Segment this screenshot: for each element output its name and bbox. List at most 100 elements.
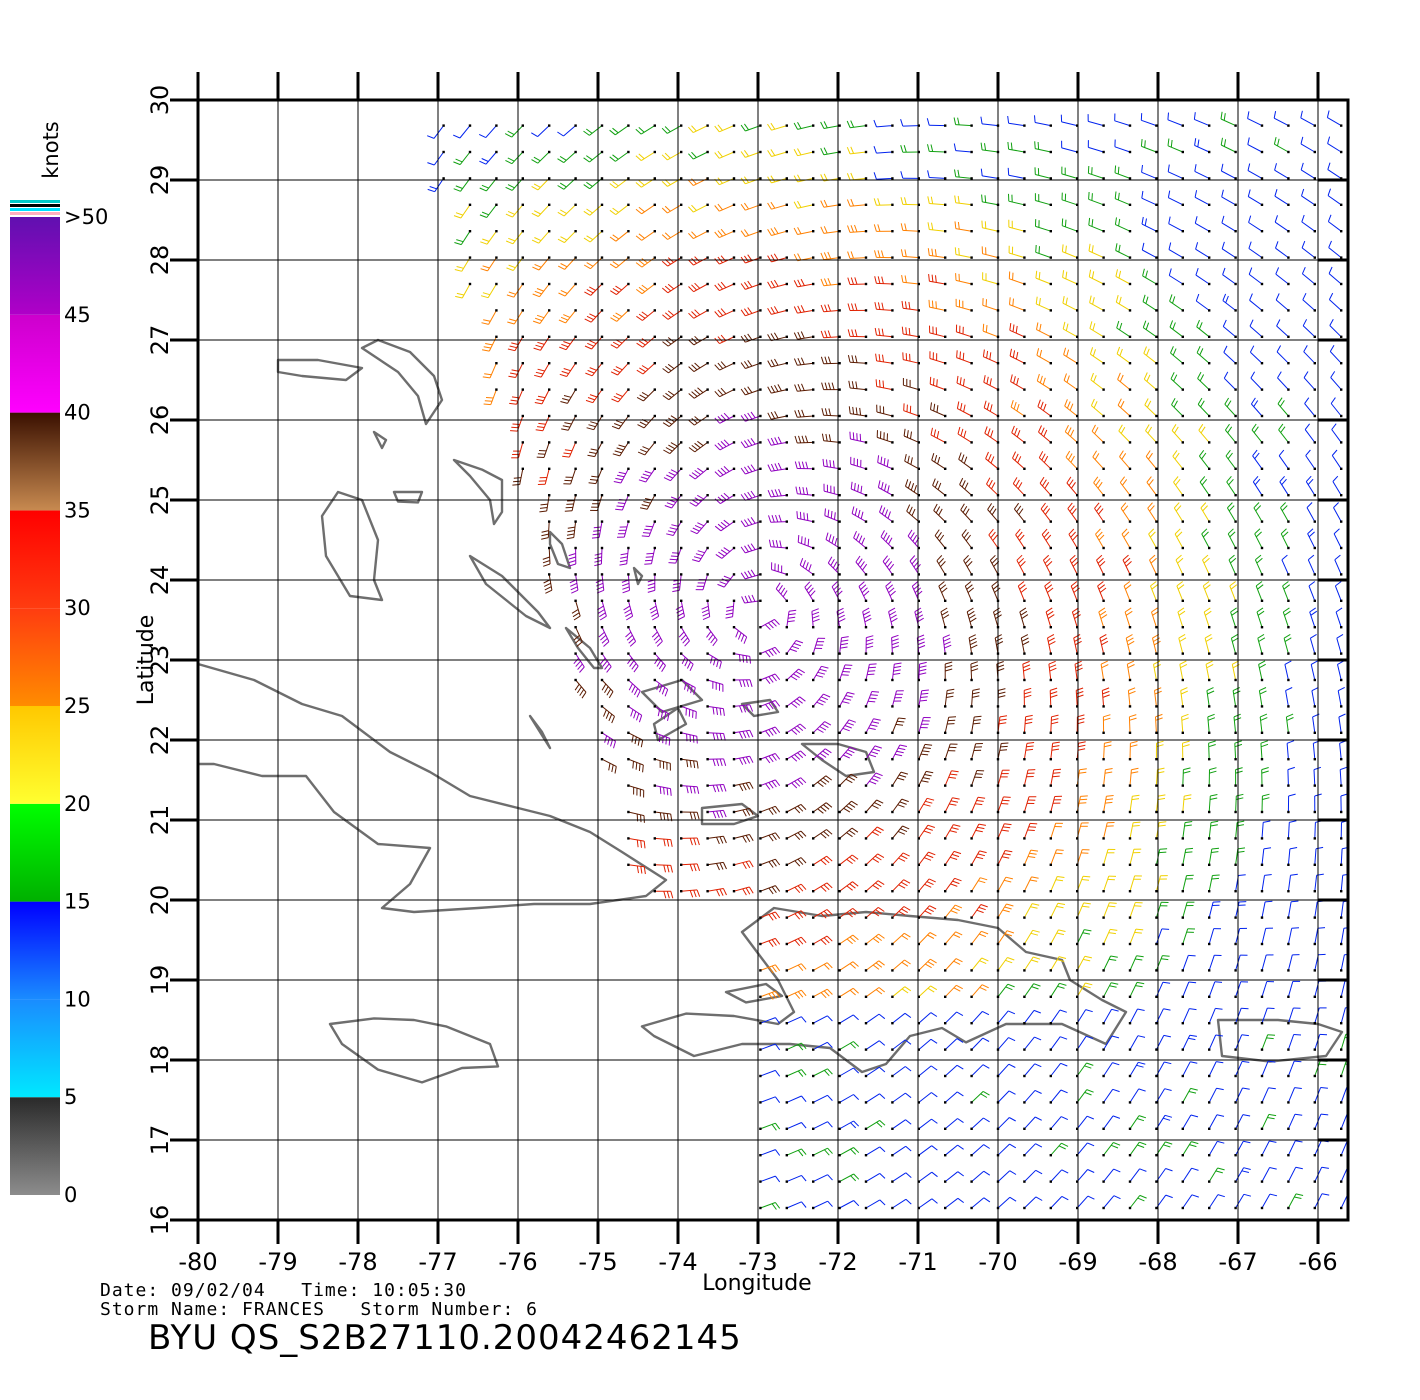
wind-barb	[1100, 660, 1109, 682]
wind-barb	[864, 906, 885, 919]
lat-tick-label: 24	[146, 565, 174, 596]
wind-barb	[714, 308, 736, 318]
wind-barb	[1340, 846, 1348, 866]
wind-barb	[917, 1065, 938, 1078]
wind-barb	[838, 773, 858, 787]
wind-barb	[785, 1095, 807, 1104]
wind-barb	[759, 937, 781, 948]
wind-barb	[1023, 849, 1039, 866]
wind-barb	[1145, 450, 1158, 470]
wind-barb	[851, 506, 868, 523]
wind-barb	[1041, 528, 1052, 550]
wind-barb	[759, 885, 781, 895]
wind-barb	[1330, 371, 1343, 391]
wind-barb	[583, 256, 604, 270]
wind-barb	[838, 827, 859, 840]
wind-barb	[1223, 345, 1237, 365]
wind-barb	[1096, 554, 1106, 576]
wind-barb	[1302, 319, 1316, 338]
wind-barb	[701, 599, 711, 621]
wind-barb	[480, 230, 498, 245]
wind-barb	[1040, 502, 1052, 523]
wind-barb	[812, 802, 833, 814]
wind-barb	[481, 309, 498, 325]
wind-barb	[1229, 581, 1238, 602]
wind-barb	[970, 796, 986, 814]
wind-barb	[1087, 165, 1105, 180]
island-inagua	[700, 802, 760, 826]
wind-barb	[478, 124, 498, 139]
wind-barb	[891, 1119, 912, 1130]
wind-barb	[1121, 528, 1132, 550]
wind-barb	[1339, 766, 1348, 787]
wind-barb	[1125, 634, 1135, 655]
wind-barb	[661, 124, 683, 134]
wind-barb	[970, 984, 989, 998]
legend-cap	[10, 204, 60, 207]
island-cuba	[198, 662, 668, 914]
wind-barb	[1062, 270, 1079, 286]
wind-barb	[1285, 713, 1294, 734]
wind-barb	[564, 494, 577, 512]
wind-barb	[963, 554, 973, 576]
wind-barb	[706, 835, 727, 845]
wind-barb	[636, 282, 656, 295]
wind-barb	[804, 581, 816, 602]
wind-barb	[1049, 1116, 1069, 1130]
wind-barb	[1260, 1193, 1278, 1210]
wind-barb	[1126, 660, 1135, 682]
wind-barb	[1260, 847, 1272, 866]
wind-barb	[759, 1043, 781, 1051]
wind-barb	[453, 177, 472, 192]
wind-barb	[616, 520, 630, 538]
wind-barb	[600, 705, 615, 724]
wind-barb	[759, 646, 781, 658]
wind-barb	[759, 1175, 781, 1183]
wind-barb	[1313, 1140, 1329, 1157]
wind-barb	[827, 556, 841, 576]
wind-barb	[1012, 477, 1026, 497]
wind-barb	[635, 230, 656, 241]
wind-barb	[996, 876, 1014, 893]
lat-tick-label: 16	[146, 1205, 174, 1236]
wind-barb	[668, 546, 683, 564]
wind-barb	[1307, 528, 1316, 550]
wind-barb	[970, 1037, 990, 1051]
wind-barb	[1114, 139, 1132, 154]
wind-barb	[1102, 902, 1117, 919]
wind-barb	[688, 124, 709, 134]
wind-barb	[785, 696, 806, 708]
wind-barb	[1023, 1143, 1043, 1157]
wind-barb	[1143, 346, 1158, 365]
wind-barb	[1220, 163, 1237, 180]
wind-barb	[903, 428, 920, 444]
wind-barb	[532, 282, 551, 298]
legend-band	[10, 510, 60, 609]
wind-barb	[824, 508, 841, 523]
wind-barb	[980, 142, 1000, 154]
wind-barb	[619, 546, 630, 566]
axis-ticks: -80 -79 -78 -77 -76 -75 -74 -73 -72 -71 -70 -69 -68 -…	[146, 72, 1348, 1276]
wind-barb	[1181, 901, 1195, 919]
wind-barb	[759, 1017, 781, 1025]
wind-barb	[1328, 266, 1343, 286]
wind-barb	[1076, 1142, 1095, 1157]
wind-barb	[672, 573, 683, 593]
wind-barb	[1208, 874, 1220, 893]
wind-barb	[812, 1068, 833, 1078]
wind-barb	[873, 198, 894, 206]
wind-barb	[1017, 581, 1028, 602]
wind-barb	[1150, 581, 1158, 602]
wind-barb	[877, 455, 894, 470]
wind-barb	[661, 150, 683, 161]
wind-barb	[1015, 528, 1026, 550]
wind-barb	[1303, 371, 1316, 391]
wind-barb	[794, 409, 815, 418]
wind-barb	[531, 150, 551, 164]
legend-cap	[10, 200, 60, 203]
wind-barb	[876, 430, 894, 444]
wind-barb	[864, 1146, 886, 1157]
wind-barb	[534, 362, 551, 378]
legend-cap	[10, 208, 60, 211]
wind-barb	[1076, 1035, 1094, 1051]
